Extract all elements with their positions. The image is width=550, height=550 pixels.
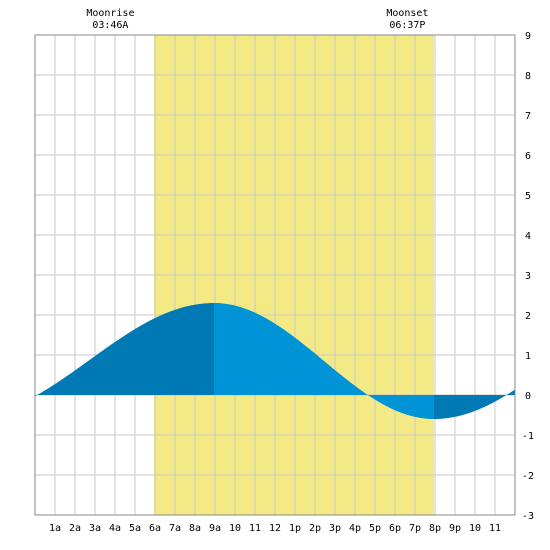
tide-area-segment xyxy=(434,389,515,419)
x-tick-label: 2a xyxy=(69,523,81,534)
y-tick-label: 9 xyxy=(525,31,531,42)
tide-area-segment xyxy=(214,303,434,419)
x-tick-label: 4p xyxy=(349,523,361,534)
x-tick-label: 9p xyxy=(449,523,461,534)
y-tick-label: -1 xyxy=(522,431,534,442)
x-tick-label: 3a xyxy=(89,523,101,534)
x-tick-label: 3p xyxy=(329,523,341,534)
y-tick-label: -3 xyxy=(522,511,534,522)
x-tick-label: 6a xyxy=(149,523,161,534)
x-tick-label: 7p xyxy=(409,523,421,534)
x-tick-label: 11 xyxy=(489,523,501,534)
moonrise-time: 03:46A xyxy=(92,20,128,31)
moonset-time: 06:37P xyxy=(389,20,425,31)
tide-area-segment xyxy=(35,303,214,397)
grid-layer xyxy=(35,35,515,515)
x-tick-label: 6p xyxy=(389,523,401,534)
x-tick-label: 8p xyxy=(429,523,441,534)
moonrise-label: Moonrise xyxy=(86,8,134,19)
x-tick-label: 11 xyxy=(249,523,261,534)
x-tick-label: 8a xyxy=(189,523,201,534)
x-tick-label: 4a xyxy=(109,523,121,534)
x-tick-label: 5p xyxy=(369,523,381,534)
y-tick-label: -2 xyxy=(522,471,534,482)
axis-layer: 1a 2a 3a 4a 5a 6a 7a 8a 9a 10 11 12 1p 2p 3p 4p 5p 6p 7p 8p… xyxy=(34,31,534,534)
y-tick-label: 0 xyxy=(525,391,531,402)
y-tick-label: 3 xyxy=(525,271,531,282)
plot-border xyxy=(34,34,516,516)
y-tick-label: 5 xyxy=(525,191,531,202)
x-tick-label: 1a xyxy=(49,523,61,534)
x-tick-label: 9a xyxy=(209,523,221,534)
y-tick-label: 6 xyxy=(525,151,531,162)
x-tick-label: 2p xyxy=(309,523,321,534)
x-tick-label: 1p xyxy=(289,523,301,534)
x-tick-label: 7a xyxy=(169,523,181,534)
y-tick-label: 8 xyxy=(525,71,531,82)
x-tick-label: 12 xyxy=(269,523,281,534)
y-tick-label: 4 xyxy=(525,231,531,242)
x-tick-label: 10 xyxy=(229,523,241,534)
y-tick-label: 7 xyxy=(525,111,531,122)
x-tick-label: 10 xyxy=(469,523,481,534)
moonset-label: Moonset xyxy=(386,8,428,19)
tide-area-layer xyxy=(35,303,515,419)
y-tick-label: 2 xyxy=(525,311,531,322)
y-tick-label: 1 xyxy=(525,351,531,362)
x-tick-label: 5a xyxy=(129,523,141,534)
